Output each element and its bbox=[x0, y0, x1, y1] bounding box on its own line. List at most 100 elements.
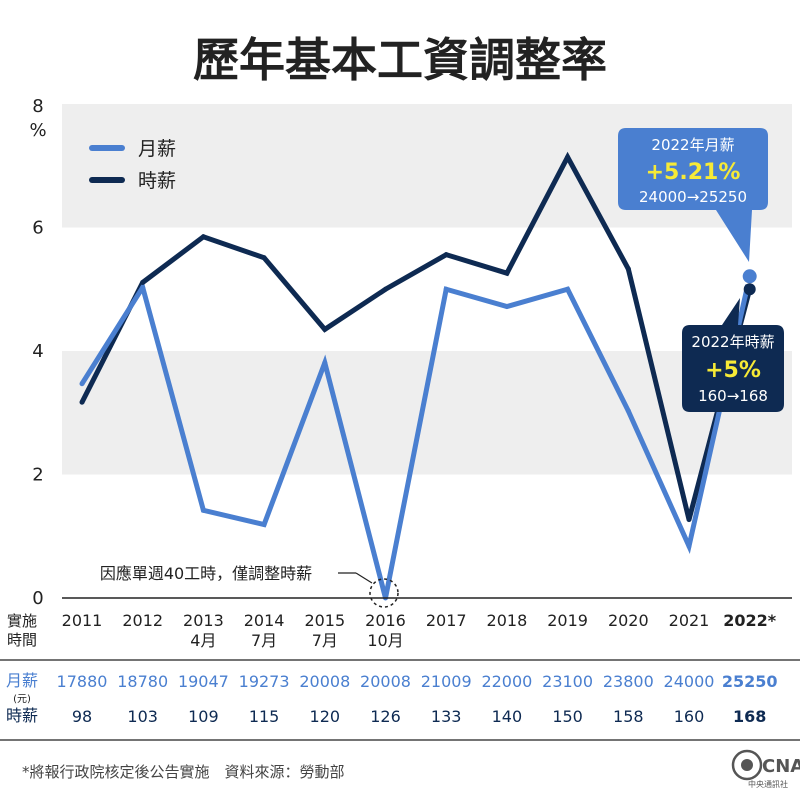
monthly-point bbox=[686, 543, 692, 549]
monthly-point bbox=[79, 381, 85, 387]
monthly-wage-cell: 19047 bbox=[178, 672, 229, 691]
legend: 月薪 時薪 bbox=[89, 138, 176, 192]
y-axis-ticks: 0 2 4 6 bbox=[32, 218, 43, 610]
x-tick-year: 2013 bbox=[183, 611, 224, 630]
x-tick-year: 2020 bbox=[608, 611, 649, 630]
monthly-point bbox=[443, 286, 449, 292]
monthly-point bbox=[261, 522, 267, 528]
hourly-callout-wages: 160→168 bbox=[698, 387, 768, 405]
monthly-point bbox=[565, 286, 571, 292]
hourly-row-label: 時薪 bbox=[6, 706, 38, 725]
note-2016: 因應單週40工時，僅調整時薪 bbox=[100, 564, 399, 608]
x-tick-year: 2016 bbox=[365, 611, 406, 630]
y-axis-top-tick: 8 bbox=[32, 96, 43, 117]
hourly-callout-line1: 2022年時薪 bbox=[691, 333, 774, 351]
x-tick-year: 2014 bbox=[244, 611, 285, 630]
footer-note: *將報行政院核定後公告實施 資料來源：勞動部 bbox=[22, 763, 345, 781]
monthly-point bbox=[504, 304, 510, 310]
y-tick-label: 0 bbox=[32, 588, 43, 609]
monthly-row-label: 月薪 bbox=[6, 671, 38, 690]
monthly-row-unit: (元) bbox=[13, 694, 31, 705]
monthly-wage-cell: 24000 bbox=[664, 672, 715, 691]
x-tick-year: 2015 bbox=[304, 611, 345, 630]
monthly-wage-cell: 23100 bbox=[542, 672, 593, 691]
hourly-wage-cell: 126 bbox=[370, 707, 401, 726]
logo-subtext: 中央通訊社 bbox=[748, 779, 788, 789]
hourly-point bbox=[322, 326, 328, 332]
hourly-point bbox=[79, 399, 85, 405]
monthly-point bbox=[140, 284, 146, 290]
cna-logo: CNA 中央通訊社 bbox=[731, 749, 800, 789]
hourly-point bbox=[140, 279, 146, 285]
points-layer bbox=[79, 154, 759, 601]
hourly-wage-cell: 133 bbox=[431, 707, 462, 726]
monthly-callout-line1: 2022年月薪 bbox=[651, 136, 734, 154]
monthly-callout-wages: 24000→25250 bbox=[639, 188, 747, 206]
monthly-wage-cell: 20008 bbox=[360, 672, 411, 691]
x-tick-month: 10月 bbox=[367, 631, 403, 650]
monthly-point bbox=[200, 507, 206, 513]
x-tick-year: 2022* bbox=[723, 611, 777, 630]
note-2016-leader-diagonal bbox=[355, 572, 373, 584]
hourly-point bbox=[383, 286, 388, 292]
hourly-point bbox=[565, 154, 571, 160]
monthly-wage-cell: 23800 bbox=[603, 672, 654, 691]
hourly-wage-cell: 160 bbox=[674, 707, 705, 726]
logo-dot bbox=[741, 759, 753, 771]
y-axis-unit-label: % bbox=[29, 120, 46, 141]
monthly-point bbox=[625, 408, 631, 414]
hourly-callout-rate: +5% bbox=[705, 358, 761, 383]
note-2016-circle bbox=[369, 578, 399, 608]
monthly-wage-cell: 18780 bbox=[117, 672, 168, 691]
x-tick-year: 2019 bbox=[547, 611, 588, 630]
hourly-series-line bbox=[79, 151, 753, 521]
note-2016-text: 因應單週40工時，僅調整時薪 bbox=[100, 564, 312, 583]
logo-text: CNA bbox=[762, 756, 800, 777]
hourly-point bbox=[743, 283, 756, 296]
legend-monthly-label: 月薪 bbox=[138, 138, 176, 160]
monthly-callout: 2022年月薪 +5.21% 24000→25250 bbox=[618, 128, 768, 262]
period-row-label-1: 實施 bbox=[7, 612, 37, 630]
hourly-wage-cell: 120 bbox=[310, 707, 341, 726]
hourly-point bbox=[504, 270, 510, 276]
hourly-wage-cell: 158 bbox=[613, 707, 644, 726]
hourly-wage-cell: 140 bbox=[492, 707, 523, 726]
band-1 bbox=[62, 351, 792, 475]
monthly-callout-box bbox=[618, 128, 768, 262]
hourly-point bbox=[261, 255, 267, 261]
x-tick-month: 7月 bbox=[251, 631, 277, 650]
monthly-wage-cell: 25250 bbox=[722, 672, 778, 691]
y-tick-label: 2 bbox=[32, 465, 43, 486]
legend-hourly-label: 時薪 bbox=[138, 170, 176, 192]
hourly-point bbox=[443, 252, 449, 258]
hourly-wage-cell: 115 bbox=[249, 707, 280, 726]
hourly-callout-box bbox=[682, 298, 784, 412]
series-layer bbox=[79, 151, 753, 599]
monthly-point bbox=[740, 267, 759, 286]
monthly-wage-cell: 22000 bbox=[481, 672, 532, 691]
monthly-callout-rate: +5.21% bbox=[646, 160, 741, 185]
chart-title: 歷年基本工資調整率 bbox=[193, 33, 607, 87]
monthly-point bbox=[322, 360, 328, 366]
y-tick-label: 4 bbox=[32, 341, 43, 362]
monthly-series-line bbox=[79, 275, 753, 599]
monthly-wage-cell: 20008 bbox=[299, 672, 350, 691]
logo-ring bbox=[731, 749, 763, 781]
x-tick-year: 2012 bbox=[122, 611, 163, 630]
hourly-wage-cell: 98 bbox=[72, 707, 92, 726]
hourly-callout: 2022年時薪 +5% 160→168 bbox=[682, 298, 784, 412]
hourly-wage-cell: 150 bbox=[552, 707, 583, 726]
x-tick-year: 2017 bbox=[426, 611, 467, 630]
y-tick-label: 6 bbox=[32, 218, 43, 239]
hourly-wage-cell: 103 bbox=[127, 707, 158, 726]
hourly-point bbox=[686, 517, 692, 523]
monthly-wage-cell: 17880 bbox=[57, 672, 108, 691]
x-tick-month: 7月 bbox=[312, 631, 338, 650]
x-tick-month: 4月 bbox=[190, 631, 216, 650]
monthly-wage-cell: 19273 bbox=[239, 672, 290, 691]
x-tick-year: 2011 bbox=[62, 611, 103, 630]
hourly-wage-cell: 168 bbox=[733, 707, 766, 726]
